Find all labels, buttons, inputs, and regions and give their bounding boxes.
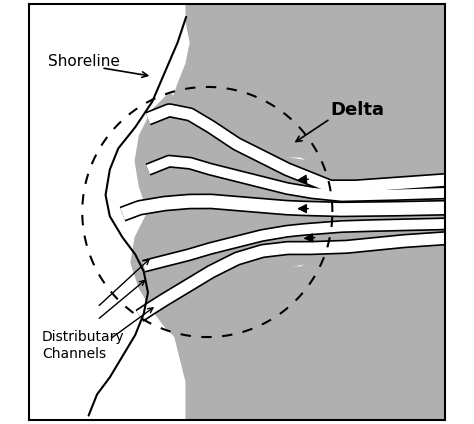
Text: Delta: Delta xyxy=(330,101,384,119)
Text: Distributary
Channels: Distributary Channels xyxy=(42,330,125,361)
Polygon shape xyxy=(131,93,309,343)
Text: Shoreline: Shoreline xyxy=(48,54,120,69)
Polygon shape xyxy=(165,4,445,420)
